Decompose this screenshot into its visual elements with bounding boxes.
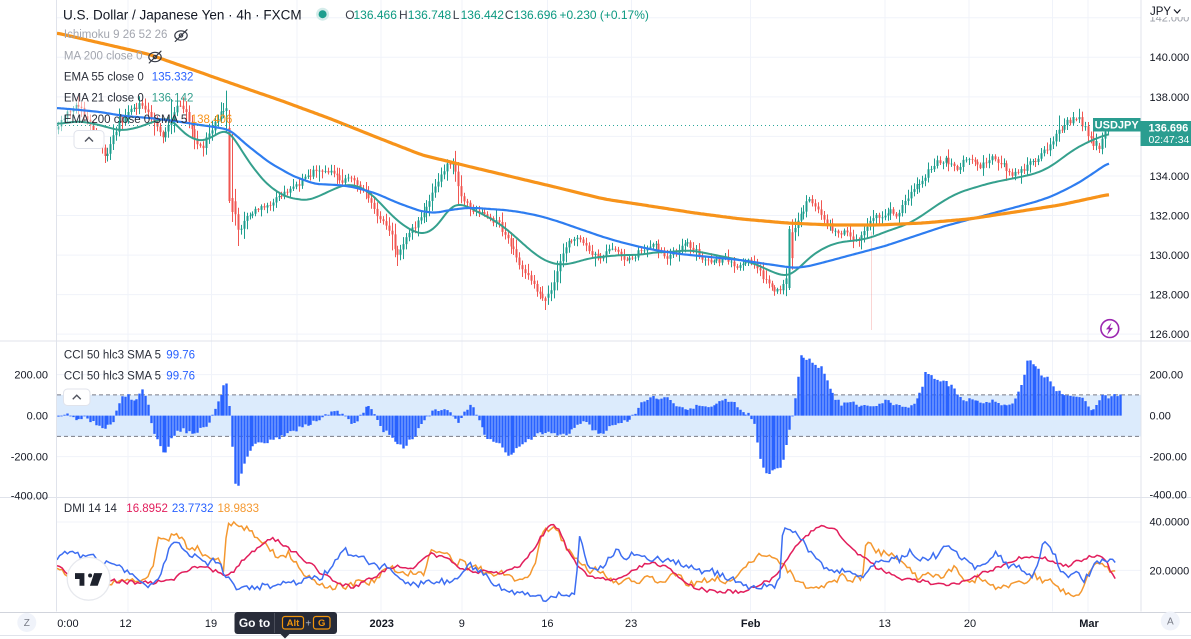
svg-text:132.000: 132.000 xyxy=(1150,210,1190,222)
svg-text:136.142: 136.142 xyxy=(152,93,194,105)
svg-text:136.442: 136.442 xyxy=(461,8,505,22)
svg-text:CCI 50 hlc3 SMA 5: CCI 50 hlc3 SMA 5 xyxy=(64,371,161,383)
svg-text:126.000: 126.000 xyxy=(1150,329,1190,341)
svg-text:23.7732: 23.7732 xyxy=(172,503,214,515)
svg-text:9: 9 xyxy=(459,618,465,630)
svg-text:136.696: 136.696 xyxy=(1149,123,1189,135)
svg-text:Z: Z xyxy=(24,618,30,629)
svg-text:200.00: 200.00 xyxy=(1150,370,1184,382)
svg-text:13: 13 xyxy=(879,618,891,630)
svg-text:G: G xyxy=(318,618,325,629)
svg-text:-400.00: -400.00 xyxy=(11,490,48,502)
svg-text:138.000: 138.000 xyxy=(1150,92,1190,104)
svg-text:200.00: 200.00 xyxy=(14,370,48,382)
svg-text:136.748: 136.748 xyxy=(408,8,452,22)
svg-text:Ichimoku 9 26 52 26: Ichimoku 9 26 52 26 xyxy=(64,29,168,41)
svg-text:20: 20 xyxy=(964,618,976,630)
svg-text:136.466: 136.466 xyxy=(354,8,398,22)
svg-text:40.0000: 40.0000 xyxy=(1150,516,1190,528)
svg-text:02:47:34: 02:47:34 xyxy=(1149,134,1190,146)
svg-text:99.76: 99.76 xyxy=(166,349,195,361)
svg-text:19: 19 xyxy=(205,618,217,630)
svg-text:16: 16 xyxy=(541,618,553,630)
svg-text:135.332: 135.332 xyxy=(152,72,194,84)
svg-text:134.000: 134.000 xyxy=(1150,171,1190,183)
svg-text:H: H xyxy=(399,8,408,22)
svg-text:+0.230 (+0.17%): +0.230 (+0.17%) xyxy=(560,8,649,22)
svg-text:0.00: 0.00 xyxy=(1150,411,1171,423)
svg-text:23: 23 xyxy=(625,618,637,630)
svg-text:12: 12 xyxy=(119,618,131,630)
svg-text:138.406: 138.406 xyxy=(191,114,233,126)
svg-text:2023: 2023 xyxy=(369,618,393,630)
svg-text:18.9833: 18.9833 xyxy=(218,503,260,515)
svg-text:0.00: 0.00 xyxy=(27,411,48,423)
svg-text:DMI 14 14: DMI 14 14 xyxy=(64,503,118,515)
svg-text:O: O xyxy=(345,8,354,22)
svg-text:+: + xyxy=(305,619,311,630)
svg-text:Feb: Feb xyxy=(741,618,761,630)
svg-text:20.0000: 20.0000 xyxy=(1150,565,1190,577)
svg-text:Alt: Alt xyxy=(287,618,301,629)
svg-text:0:00: 0:00 xyxy=(57,618,78,630)
svg-text:EMA 55 close 0: EMA 55 close 0 xyxy=(64,72,144,84)
svg-text:EMA 200 close 0 SMA 5: EMA 200 close 0 SMA 5 xyxy=(64,114,187,126)
svg-text:136.696: 136.696 xyxy=(514,8,558,22)
svg-text:CCI 50 hlc3 SMA 5: CCI 50 hlc3 SMA 5 xyxy=(64,349,161,361)
svg-text:140.000: 140.000 xyxy=(1150,52,1190,64)
svg-text:99.76: 99.76 xyxy=(166,371,195,383)
svg-text:-200.00: -200.00 xyxy=(11,452,48,464)
svg-text:-200.00: -200.00 xyxy=(1150,452,1187,464)
svg-text:Go to: Go to xyxy=(239,616,270,630)
svg-text:128.000: 128.000 xyxy=(1150,290,1190,302)
svg-text:EMA 21 close 0: EMA 21 close 0 xyxy=(64,93,144,105)
svg-text:U.S. Dollar / Japanese Yen · 4: U.S. Dollar / Japanese Yen · 4h · FXCM xyxy=(63,8,302,23)
svg-text:A: A xyxy=(1167,617,1174,628)
svg-text:Mar: Mar xyxy=(1079,618,1099,630)
svg-text:16.8952: 16.8952 xyxy=(126,503,168,515)
svg-text:C: C xyxy=(505,8,514,22)
svg-text:L: L xyxy=(453,8,460,22)
svg-text:-400.00: -400.00 xyxy=(1150,489,1187,501)
svg-text:MA 200 close 0: MA 200 close 0 xyxy=(64,51,143,63)
svg-text:USDJPY: USDJPY xyxy=(1095,119,1140,131)
svg-text:JPY: JPY xyxy=(1150,6,1171,18)
svg-text:130.000: 130.000 xyxy=(1150,250,1190,262)
